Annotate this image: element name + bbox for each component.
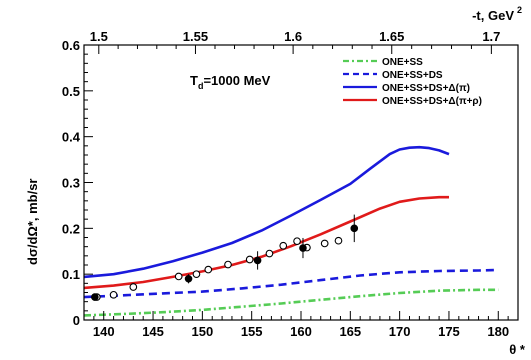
open-data-point: [129, 283, 138, 291]
filled-data-point: [299, 244, 307, 252]
x-tick-label: 155: [241, 324, 263, 339]
y-tick-label: 0.2: [62, 221, 80, 236]
x-tick-label: 170: [389, 324, 411, 339]
x-tick-label: 160: [290, 324, 312, 339]
open-data-point: [204, 265, 213, 274]
x-tick-label: 175: [438, 324, 460, 339]
filled-data-point: [91, 293, 99, 301]
top-axis: 1.5 1.55 1.6 1.65 1.7: [90, 29, 500, 54]
filled-data-point: [253, 256, 262, 265]
open-data-point: [334, 236, 343, 245]
left-axis: 0 0.1 0.2 0.3 0.4 0.5 0.6: [62, 38, 93, 328]
x-tick-label: 165: [339, 324, 361, 339]
top-axis-label-superscript: 2: [517, 5, 522, 15]
filled-data-point: [350, 224, 359, 233]
top-tick-label: 1.5: [90, 29, 108, 44]
energy-annotation: Td=1000 MeV: [190, 73, 271, 91]
top-tick-label: 1.6: [284, 29, 302, 44]
curves-layer: [83, 145, 499, 317]
y-tick-label: 0.5: [62, 84, 80, 99]
legend-label: ONE+SS+DS: [382, 70, 443, 81]
legend-label: ONE+SS+DS+Δ(π): [382, 83, 470, 94]
y-tick-label: 0.4: [62, 130, 81, 145]
top-tick-label: 1.65: [379, 29, 404, 44]
open-data-point: [320, 239, 329, 248]
bottom-axis: 140 145 150 155 160 165 170 175 180: [83, 311, 519, 339]
top-tick-label: 1.55: [183, 29, 208, 44]
top-axis-label: -t, GeV: [472, 8, 514, 23]
open-data-point: [279, 241, 288, 250]
open-data-point: [224, 260, 232, 269]
y-tick-label: 0.1: [62, 267, 80, 282]
open-data-point: [109, 290, 118, 299]
open-data-point: [265, 249, 274, 258]
series-line: [83, 268, 499, 299]
x-tick-label: 145: [142, 324, 164, 339]
series-line: [83, 145, 450, 279]
series-line: [83, 195, 449, 290]
x-tick-label: 180: [487, 324, 509, 339]
legend-label: ONE+SS: [382, 57, 423, 68]
legend-label: ONE+SS+DS+Δ(π+ρ): [382, 96, 482, 107]
x-axis-label: θ *: [509, 342, 526, 357]
energy-annotation-subscript: d: [198, 81, 204, 91]
open-data-point: [245, 255, 254, 264]
legend: ONE+SS ONE+SS+DS ONE+SS+DS+Δ(π) ONE+SS+DS+Δ…: [343, 57, 482, 107]
y-tick-label: 0.3: [62, 176, 80, 191]
open-data-point: [192, 270, 201, 279]
energy-annotation-value: =1000 MeV: [203, 73, 270, 88]
open-data-point: [293, 237, 301, 246]
top-tick-label: 1.7: [482, 29, 500, 44]
open-data-point: [174, 272, 183, 281]
y-axis-label: dσ/dΩ*, mb/sr: [25, 179, 40, 266]
points-layer: [91, 214, 359, 301]
y-tick-label: 0: [73, 313, 80, 328]
y-tick-label: 0.6: [62, 38, 80, 53]
filled-data-point: [184, 274, 193, 283]
x-tick-label: 150: [192, 324, 214, 339]
x-tick-label: 140: [93, 324, 115, 339]
series-line: [83, 288, 499, 317]
